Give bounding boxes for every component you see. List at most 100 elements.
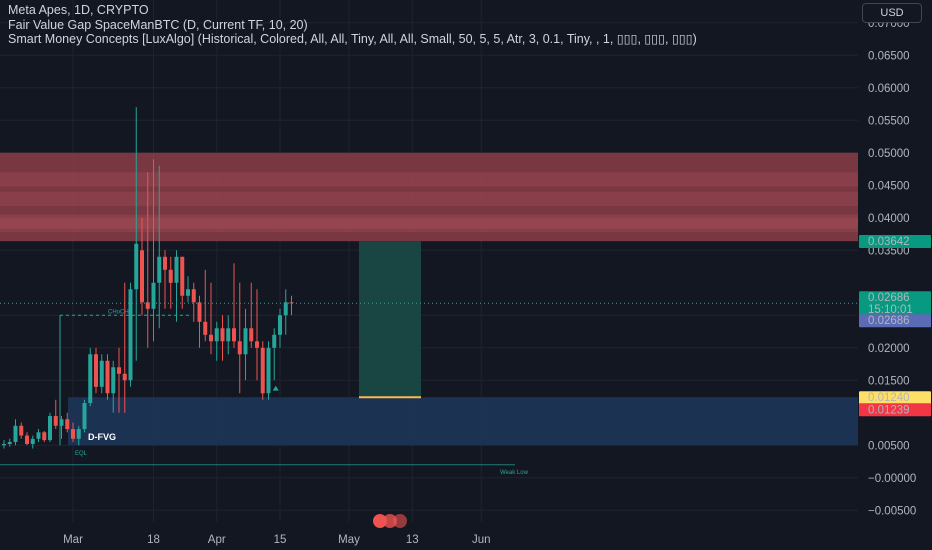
candles	[2, 107, 294, 449]
price-tick: 0.04000	[868, 213, 910, 225]
candle-body	[71, 429, 75, 439]
candle-body	[30, 438, 35, 444]
candle-body	[13, 425, 18, 443]
supply-zone-band	[0, 214, 858, 229]
price-badge: 0.03642	[859, 235, 931, 249]
time-tick: 15	[274, 534, 287, 546]
price-badge-label: 0.02686	[868, 292, 910, 304]
candle-body	[260, 347, 265, 394]
candle-body	[168, 269, 173, 283]
price-badge-label: 0.03642	[868, 236, 910, 248]
candle-body	[243, 328, 248, 355]
time-tick: May	[338, 534, 360, 546]
time-axis[interactable]: 13Mar18Apr15May13Jun	[0, 514, 932, 550]
price-badge-label: 0.02686	[868, 315, 910, 327]
chart-legend: Meta Apes, 1D, CRYPTO Fair Value Gap Spa…	[8, 3, 697, 47]
candle-body	[140, 250, 144, 303]
supply-zone	[0, 152, 858, 242]
price-badge: 0.01240	[859, 391, 931, 405]
price-tick: 0.05500	[868, 115, 910, 127]
price-badge-label: 0.01240	[868, 392, 910, 404]
candle-body	[76, 429, 81, 439]
candle-body	[105, 360, 110, 394]
weak-low-label: Weak Low	[500, 470, 529, 476]
candle-body	[174, 256, 179, 283]
time-tick: 18	[147, 534, 160, 546]
currency-button[interactable]: USD	[862, 3, 922, 23]
price-tick: 0.04500	[868, 180, 910, 192]
candle-body	[191, 289, 196, 303]
candle-body	[117, 367, 121, 374]
price-badge-bg	[859, 235, 931, 249]
choch-label: CHoCH	[108, 309, 129, 315]
candle-body	[94, 354, 98, 387]
candle-body	[145, 302, 150, 309]
candle-body	[157, 256, 162, 283]
price-tick: 0.06000	[868, 83, 910, 95]
demand-zone	[68, 397, 858, 446]
candle-body	[53, 416, 58, 426]
price-badge-bg	[859, 391, 931, 405]
dfvg-label: D-FVG	[88, 432, 116, 442]
flag-icon-circle	[383, 514, 397, 528]
candle-body	[180, 256, 185, 296]
candle-body	[42, 432, 47, 441]
candle-body	[151, 282, 156, 309]
time-tick: Jun	[472, 534, 491, 546]
time-tick: Apr	[208, 534, 226, 546]
price-badge-label: 0.01239	[868, 404, 910, 416]
candle-body	[111, 367, 116, 394]
candle-body	[163, 256, 167, 270]
legend-indicator-smc[interactable]: Smart Money Concepts [LuxAlgo] (Historic…	[8, 32, 697, 46]
price-tick: 0.02000	[868, 343, 910, 355]
candle-body	[255, 341, 259, 348]
price-tick: 0.01500	[868, 375, 910, 387]
candle-body	[203, 321, 208, 335]
candle-body	[283, 302, 288, 316]
candle-body	[214, 328, 219, 342]
price-badge-bg	[859, 291, 931, 316]
price-tick: −0.00500	[868, 505, 916, 517]
candle-body	[59, 419, 64, 426]
candle-body	[249, 328, 254, 342]
candle-body	[36, 432, 41, 439]
legend-symbol[interactable]: Meta Apes, 1D, CRYPTO	[8, 3, 149, 17]
chart-zones	[0, 152, 858, 446]
price-badge: 0.02686	[859, 314, 931, 328]
flag-icon	[373, 514, 407, 528]
flag-icon-circle	[373, 514, 387, 528]
price-tick: 0.05000	[868, 148, 910, 160]
candle-body	[7, 442, 12, 444]
supply-zone-band	[0, 172, 858, 187]
price-tick: 0.00500	[868, 440, 910, 452]
candle-body	[134, 243, 139, 290]
candle-body	[209, 334, 213, 342]
triangle-marker	[272, 385, 279, 391]
price-badges: 0.036420.0268615:10:010.026860.012400.01…	[859, 235, 931, 417]
candle-body	[128, 289, 133, 381]
price-badge-countdown: 15:10:01	[868, 304, 913, 316]
eql-label: EQL	[75, 451, 88, 457]
price-badge: 0.01239	[859, 403, 931, 417]
target-zone	[359, 241, 421, 398]
price-tick: −0.00000	[868, 473, 916, 485]
candle-body	[82, 403, 87, 430]
candle-body	[25, 435, 29, 444]
price-axis[interactable]: 0.070000.065000.060000.055000.050000.045…	[858, 0, 932, 522]
time-tick: Mar	[63, 534, 83, 546]
candle-body	[48, 416, 52, 441]
time-tick: 13	[406, 534, 419, 546]
supply-zone-band	[0, 217, 858, 233]
candle-body	[197, 302, 202, 322]
candle-body	[272, 334, 277, 348]
candle-body	[65, 419, 70, 430]
chart-overlays: CHoCH EQL Weak Low D-FVG	[0, 302, 858, 476]
price-tick: 0.06500	[868, 50, 910, 62]
price-badge-bg	[859, 314, 931, 328]
legend-indicator-fvg[interactable]: Fair Value Gap SpaceManBTC (D, Current T…	[8, 17, 308, 32]
flag-icon-circle	[393, 514, 407, 528]
supply-zone-band	[0, 191, 858, 207]
candle-body	[237, 341, 242, 355]
